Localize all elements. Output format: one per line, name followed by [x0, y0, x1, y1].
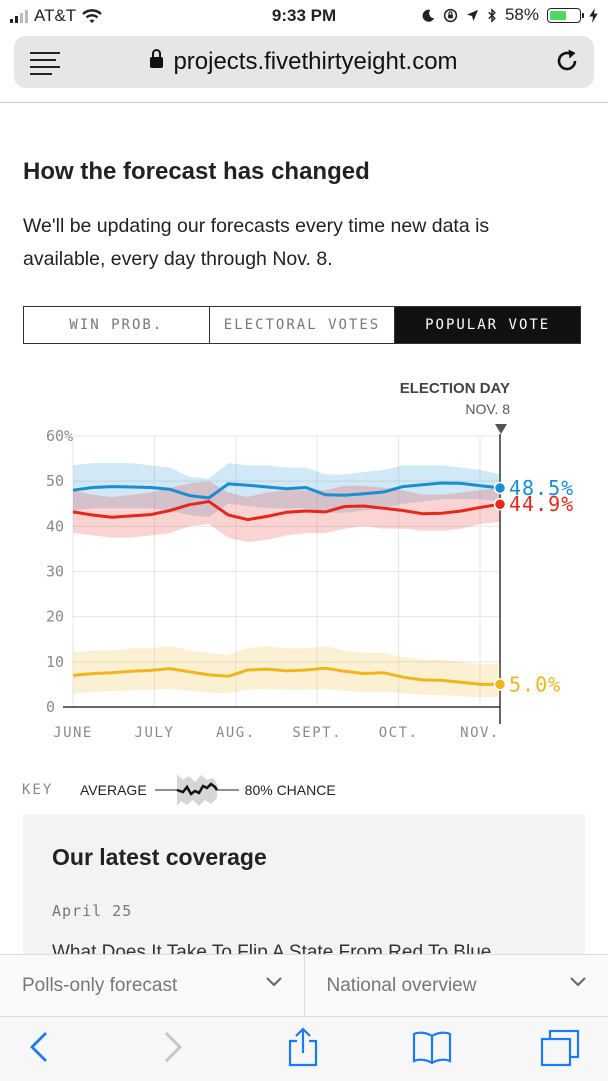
series-end-label: 44.9%: [509, 492, 574, 516]
x-tick-label: AUG.: [216, 725, 256, 741]
y-tick-label: 50: [46, 472, 64, 490]
coverage-title: Our latest coverage: [52, 844, 267, 871]
url-display[interactable]: projects.fivethirtyeight.com: [14, 48, 594, 76]
key-chance-label: 80% CHANCE: [245, 782, 336, 798]
key-average-label: AVERAGE: [80, 782, 147, 798]
election-day-label: ELECTION DAY: [400, 380, 510, 397]
location-icon: [466, 9, 479, 22]
y-tick-label: 0: [46, 698, 55, 716]
x-tick-label: NOV.: [460, 725, 500, 741]
x-tick-label: JULY: [135, 725, 175, 741]
chevron-down-icon: [266, 977, 282, 987]
chart-end-labels: 48.5%44.9%5.0%: [509, 476, 574, 696]
status-icons: 58%: [422, 5, 598, 25]
section-description: We'll be updating our forecasts every ti…: [23, 210, 563, 276]
chart-bands: [73, 463, 500, 697]
forecast-model-select[interactable]: Polls-only forecast: [0, 955, 305, 1017]
region-value: National overview: [327, 975, 477, 997]
y-tick-label: 60%: [46, 427, 73, 445]
election-day-marker-icon: [495, 424, 507, 434]
charging-bolt-icon: [589, 8, 598, 23]
series-end-point: [495, 499, 506, 510]
tab-popular-vote[interactable]: POPULAR VOTE: [395, 307, 580, 343]
tabs-icon[interactable]: [540, 1029, 580, 1067]
browser-toolbar: [0, 1016, 608, 1081]
x-tick-label: JUNE: [53, 725, 93, 741]
chevron-down-icon: [570, 977, 586, 987]
latest-coverage-card: Our latest coverage April 25 What Does I…: [23, 814, 585, 974]
forecast-tabs: WIN PROB. ELECTORAL VOTES POPULAR VOTE: [23, 306, 581, 344]
share-icon[interactable]: [286, 1027, 320, 1067]
lock-icon: [150, 57, 163, 68]
coverage-date: April 25: [52, 902, 132, 920]
y-tick-label: 40: [46, 517, 64, 535]
series-end-point: [495, 482, 506, 493]
rotation-lock-icon: [443, 8, 458, 23]
battery-icon: [547, 8, 581, 23]
tab-win-prob[interactable]: WIN PROB.: [24, 307, 210, 343]
section-title: How the forecast has changed: [23, 158, 370, 186]
bluetooth-icon: [487, 8, 497, 23]
moon-icon: [422, 9, 435, 22]
back-icon[interactable]: [28, 1031, 50, 1063]
address-bar[interactable]: projects.fivethirtyeight.com: [14, 36, 594, 88]
battery-percent: 58%: [505, 5, 539, 25]
series-end-label: 5.0%: [509, 672, 561, 696]
x-tick-label: OCT.: [379, 725, 419, 741]
forward-icon[interactable]: [162, 1031, 184, 1063]
x-tick-label: SEPT.: [292, 725, 342, 741]
url-text: projects.fivethirtyeight.com: [173, 48, 457, 75]
series-end-point: [495, 679, 506, 690]
key-label: KEY: [22, 782, 80, 798]
region-select[interactable]: National overview: [305, 955, 608, 1017]
forecast-model-value: Polls-only forecast: [22, 975, 177, 997]
divider: [0, 102, 608, 103]
forecast-selectors: Polls-only forecast National overview: [0, 954, 608, 1017]
popular-vote-chart: 0 10 20 30 40 50 60% JUNE JULY AUG. SEPT. OCT. NOV. …: [0, 370, 608, 755]
tab-electoral-votes[interactable]: ELECTORAL VOTES: [210, 307, 396, 343]
status-bar: AT&T 9:33 PM 58%: [0, 0, 608, 32]
bookmarks-icon[interactable]: [412, 1030, 452, 1064]
reload-icon[interactable]: [554, 48, 580, 74]
y-tick-label: 20: [46, 608, 64, 626]
key-swatch: [155, 770, 239, 810]
election-date-label: NOV. 8: [465, 401, 510, 417]
y-tick-label: 10: [46, 653, 64, 671]
y-tick-label: 30: [46, 563, 64, 581]
chart-key: KEY AVERAGE 80% CHANCE: [22, 770, 336, 810]
